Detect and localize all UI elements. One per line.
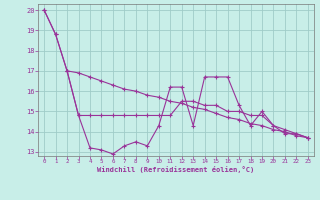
X-axis label: Windchill (Refroidissement éolien,°C): Windchill (Refroidissement éolien,°C) [97,166,255,173]
